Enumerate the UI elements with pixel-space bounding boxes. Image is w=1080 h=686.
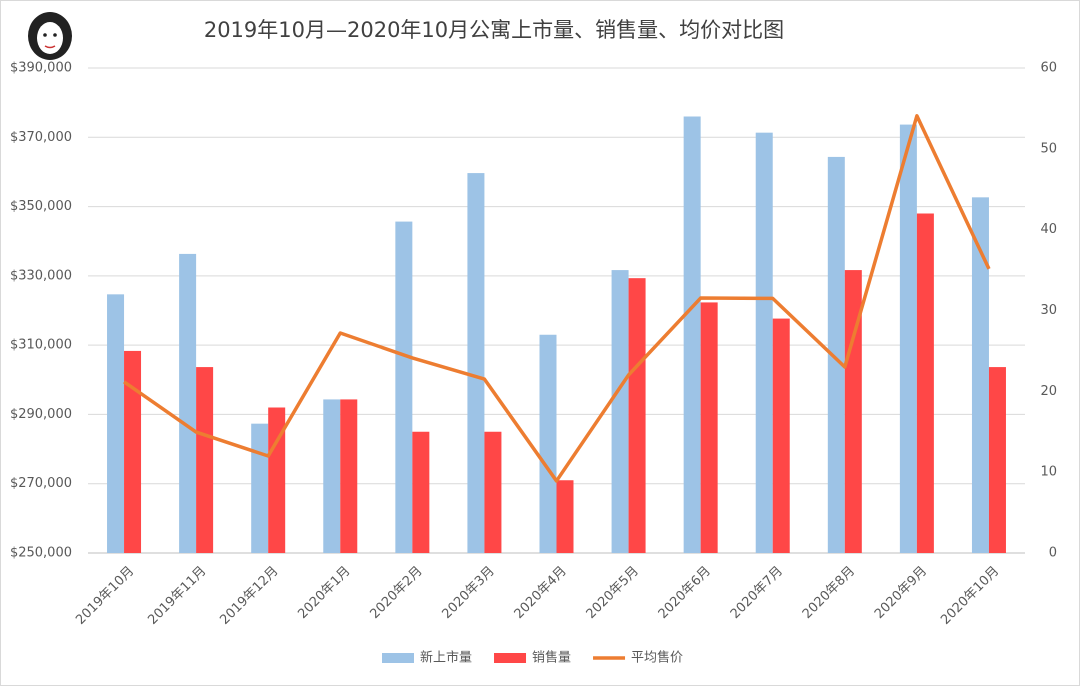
y2-tick-label: 40 bbox=[1040, 222, 1057, 237]
legend-label: 销售量 bbox=[532, 650, 571, 666]
y-tick-label: $310,000 bbox=[10, 338, 72, 353]
bar bbox=[700, 302, 718, 553]
bar bbox=[916, 213, 934, 553]
bar bbox=[340, 399, 358, 553]
y-tick-label: $370,000 bbox=[10, 130, 72, 145]
legend-label: 平均售价 bbox=[631, 650, 683, 666]
chart-title: 2019年10月—2020年10月公寓上市量、销售量、均价对比图 bbox=[204, 18, 784, 42]
y-tick-label: $330,000 bbox=[10, 268, 72, 283]
line bbox=[123, 114, 991, 483]
bar bbox=[827, 156, 845, 553]
y-tick-label: $250,000 bbox=[10, 546, 72, 561]
bar bbox=[988, 367, 1006, 553]
y-tick-label: $390,000 bbox=[10, 61, 72, 76]
bar bbox=[251, 423, 269, 553]
y-tick-label: $290,000 bbox=[10, 407, 72, 422]
bar bbox=[196, 367, 214, 553]
bar bbox=[323, 399, 341, 553]
y-tick-label: $270,000 bbox=[10, 476, 72, 491]
y-tick-label: $350,000 bbox=[10, 199, 72, 214]
y2-tick-label: 30 bbox=[1040, 303, 1057, 318]
y2-tick-label: 60 bbox=[1040, 61, 1057, 76]
y2-tick-label: 20 bbox=[1040, 384, 1057, 399]
bar bbox=[467, 173, 485, 554]
legend-swatch bbox=[382, 653, 414, 663]
bar bbox=[556, 480, 574, 553]
bar bbox=[395, 221, 413, 554]
bar bbox=[539, 334, 557, 553]
bar bbox=[683, 116, 701, 553]
bar bbox=[107, 294, 125, 553]
bar bbox=[772, 318, 790, 553]
legend-label: 新上市量 bbox=[420, 650, 472, 666]
bar bbox=[412, 431, 430, 553]
bar bbox=[179, 253, 197, 553]
bar bbox=[124, 350, 142, 553]
bar bbox=[899, 124, 917, 553]
bar bbox=[844, 270, 862, 553]
avatar bbox=[28, 12, 72, 60]
bar bbox=[611, 270, 629, 553]
bar bbox=[755, 132, 773, 553]
bar bbox=[484, 431, 502, 553]
bar bbox=[628, 278, 646, 553]
y2-tick-label: 50 bbox=[1040, 141, 1057, 156]
y2-tick-label: 10 bbox=[1040, 465, 1057, 480]
bar bbox=[268, 407, 286, 553]
y2-tick-label: 0 bbox=[1049, 546, 1057, 561]
bar bbox=[971, 197, 989, 554]
legend-swatch bbox=[494, 653, 527, 663]
